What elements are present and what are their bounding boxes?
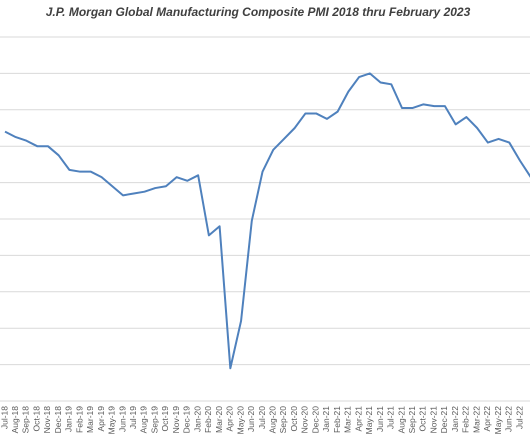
x-tick-label: Aug-20 xyxy=(268,406,278,434)
x-tick-label: Aug-19 xyxy=(139,406,149,434)
x-tick-label: Feb-19 xyxy=(74,406,84,433)
x-tick-label: Jan-21 xyxy=(321,406,331,432)
x-tick-label: Jan-19 xyxy=(64,406,74,432)
x-tick-label: Sep-18 xyxy=(21,406,31,434)
x-tick-label: Jul-18 xyxy=(0,406,9,429)
data-line xyxy=(4,72,530,370)
x-tick-label: Jan-20 xyxy=(192,406,202,432)
x-tick-label: Jul-20 xyxy=(257,406,267,429)
x-tick-label: May-22 xyxy=(493,406,503,435)
x-tick-label: Jul-22 xyxy=(514,406,524,429)
x-tick-label: Feb-21 xyxy=(332,406,342,433)
x-tick-label: Dec-19 xyxy=(182,406,192,434)
x-tick-label: Sep-19 xyxy=(149,406,159,434)
x-tick-label: Apr-21 xyxy=(353,406,363,432)
x-tick-label: Jan-22 xyxy=(450,406,460,432)
x-tick-label: Dec-20 xyxy=(310,406,320,434)
x-tick-label: Jun-19 xyxy=(117,406,127,432)
x-tick-label: Mar-20 xyxy=(214,406,224,433)
x-tick-label: Nov-19 xyxy=(171,406,181,434)
x-tick-label: Sep-20 xyxy=(278,406,288,434)
chart-title: J.P. Morgan Global Manufacturing Composi… xyxy=(46,5,471,19)
x-tick-label: Oct-19 xyxy=(160,406,170,432)
x-tick-label: Jun-20 xyxy=(246,406,256,432)
x-tick-label: Sep-21 xyxy=(407,406,417,434)
x-tick-label: Dec-21 xyxy=(439,406,449,434)
x-tick-label: Apr-22 xyxy=(482,406,492,432)
x-tick-label: Jun-21 xyxy=(375,406,385,432)
x-tick-label: Jul-21 xyxy=(386,406,396,429)
x-tick-label: Nov-21 xyxy=(428,406,438,434)
x-tick-label: May-20 xyxy=(235,406,245,435)
x-tick-label: Feb-22 xyxy=(461,406,471,433)
x-tick-label: May-21 xyxy=(364,406,374,435)
x-tick-label: Mar-22 xyxy=(471,406,481,433)
x-tick-label: Nov-20 xyxy=(300,406,310,434)
x-tick-label: Apr-20 xyxy=(225,406,235,432)
x-tick-label: Oct-18 xyxy=(31,406,41,432)
x-tick-label: Apr-19 xyxy=(96,406,106,432)
x-tick-label: Aug-18 xyxy=(10,406,20,434)
x-tick-label: May-19 xyxy=(107,406,117,435)
x-tick-label: Dec-18 xyxy=(53,406,63,434)
x-tick-label: Aug-21 xyxy=(396,406,406,434)
x-tick-label: Nov-18 xyxy=(42,406,52,434)
x-tick-label: Feb-20 xyxy=(203,406,213,433)
x-tick-label: Oct-21 xyxy=(418,406,428,432)
x-tick-label: Jun-22 xyxy=(504,406,514,432)
x-tick-label: Oct-20 xyxy=(289,406,299,432)
x-tick-label: Mar-19 xyxy=(85,406,95,433)
x-tick-label: Jul-19 xyxy=(128,406,138,429)
x-tick-label: Mar-21 xyxy=(343,406,353,433)
